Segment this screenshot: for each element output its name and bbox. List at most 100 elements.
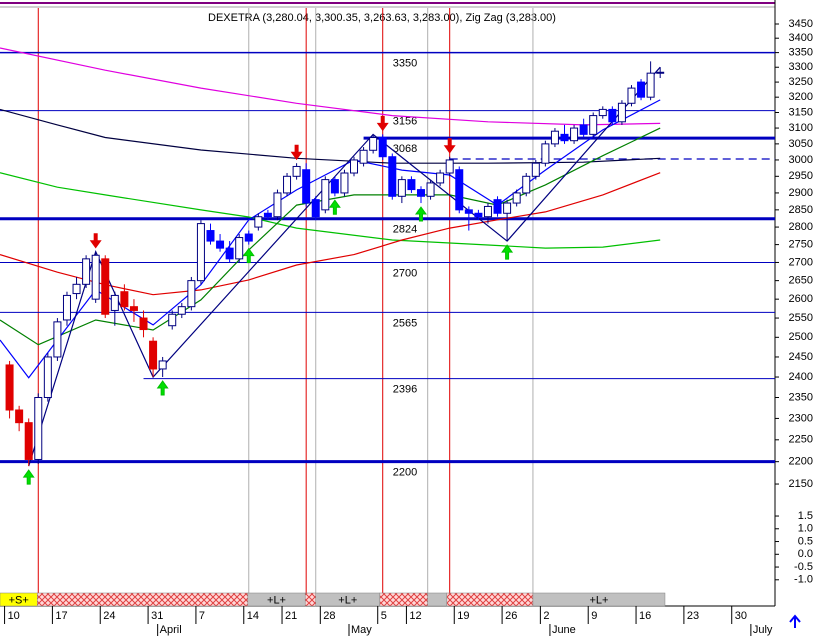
sell-arrow <box>443 138 456 154</box>
candle-body <box>158 360 167 370</box>
candle-body <box>91 254 100 300</box>
y-tick-label: 3000 <box>789 154 813 166</box>
candle-body <box>5 364 14 411</box>
y-tick-label: 2800 <box>789 221 813 233</box>
y-tick-label: 2150 <box>789 478 813 490</box>
candle-body <box>503 202 512 214</box>
line-series <box>28 66 661 467</box>
candle-body <box>397 179 406 197</box>
candle-body <box>321 179 330 211</box>
candle-body <box>206 230 215 242</box>
candle-body <box>187 280 196 308</box>
candle-body <box>531 162 540 177</box>
y-tick-label: 3050 <box>789 138 813 150</box>
x-tick-label: 16 <box>639 610 651 622</box>
x-tick-label: 19 <box>457 610 469 622</box>
y-tick-label: 3150 <box>789 106 813 118</box>
buy-arrow <box>156 380 169 396</box>
indicator-tick-label: 1.5 <box>798 510 813 522</box>
signal-band <box>304 592 316 607</box>
x-tick-label: 12 <box>409 610 421 622</box>
candle-body <box>302 169 311 204</box>
candle-body <box>34 397 43 460</box>
level-label: 2824 <box>393 224 417 236</box>
y-tick-label: 2300 <box>789 412 813 424</box>
y-tick-label: 2650 <box>789 275 813 287</box>
x-tick-label: 31 <box>151 610 163 622</box>
candle-body <box>168 313 177 327</box>
level-label: 2200 <box>393 467 417 479</box>
y-tick-label: 2200 <box>789 456 813 468</box>
y-tick-label: 3450 <box>789 18 813 30</box>
buy-arrow <box>501 244 514 260</box>
candle-body <box>72 283 81 295</box>
x-tick-label: 30 <box>735 610 747 622</box>
candle-body <box>426 182 435 197</box>
y-tick-label: 2600 <box>789 293 813 305</box>
candle-body <box>512 192 521 204</box>
candle-body <box>273 192 282 218</box>
signal-band <box>427 592 448 607</box>
month-label: May <box>351 624 372 636</box>
band-label: +S+ <box>9 594 29 606</box>
candle-body <box>43 356 52 399</box>
candle-body <box>263 212 272 218</box>
buy-arrow <box>328 199 341 215</box>
candle-body <box>570 127 579 142</box>
candle-body <box>177 306 186 315</box>
candle-body <box>541 143 550 164</box>
candle-body <box>378 137 387 158</box>
x-tick-label: 5 <box>381 610 387 622</box>
level-label: 2700 <box>393 267 417 279</box>
y-tick-label: 3400 <box>789 32 813 44</box>
candle-body <box>292 165 301 177</box>
signal-band <box>379 592 428 607</box>
candle-body <box>15 409 24 424</box>
candle-body <box>196 223 205 282</box>
y-tick-label: 2950 <box>789 170 813 182</box>
candle-body <box>24 422 33 460</box>
candle-body <box>436 172 445 184</box>
signal-band <box>532 592 666 607</box>
x-tick-label: 14 <box>247 610 259 622</box>
y-tick-label: 2550 <box>789 312 813 324</box>
level-label: 3068 <box>393 143 417 155</box>
candle-body <box>235 237 244 260</box>
y-tick-label: 3300 <box>789 61 813 73</box>
x-tick-label: 2 <box>543 610 549 622</box>
y-tick-label: 3100 <box>789 122 813 134</box>
candle-body <box>560 133 569 142</box>
y-tick-label: 3350 <box>789 47 813 59</box>
level-label: 2565 <box>393 317 417 329</box>
candle-body <box>579 124 588 135</box>
x-tick-label: 23 <box>687 610 699 622</box>
scroll-arrow[interactable] <box>789 614 801 628</box>
candle-body <box>407 179 416 191</box>
sell-arrow <box>376 115 389 132</box>
candle-body <box>598 108 607 117</box>
candle-body <box>120 291 129 308</box>
candle-body <box>129 306 138 311</box>
candle-body <box>493 199 502 214</box>
candle-body <box>225 247 234 260</box>
y-tick-label: 2900 <box>789 187 813 199</box>
indicator-tick-label: -0.5 <box>794 561 813 573</box>
candle-body <box>350 159 359 174</box>
x-tick-label: 17 <box>55 610 67 622</box>
candle-body <box>101 258 110 315</box>
candle-body <box>53 321 62 358</box>
chart-title: DEXETRA (3,280.04, 3,300.35, 3,263.63, 3… <box>208 12 556 24</box>
signal-band <box>37 592 249 607</box>
line-series <box>0 172 661 296</box>
level-label: 2396 <box>393 384 417 396</box>
candle-body <box>388 156 397 197</box>
candle-body <box>359 149 368 164</box>
buy-arrow <box>242 247 255 264</box>
buy-arrow <box>415 206 427 222</box>
y-tick-label: 3250 <box>789 76 813 88</box>
month-label: June <box>552 624 576 636</box>
candle-body <box>646 72 655 98</box>
candle-body <box>110 294 119 311</box>
